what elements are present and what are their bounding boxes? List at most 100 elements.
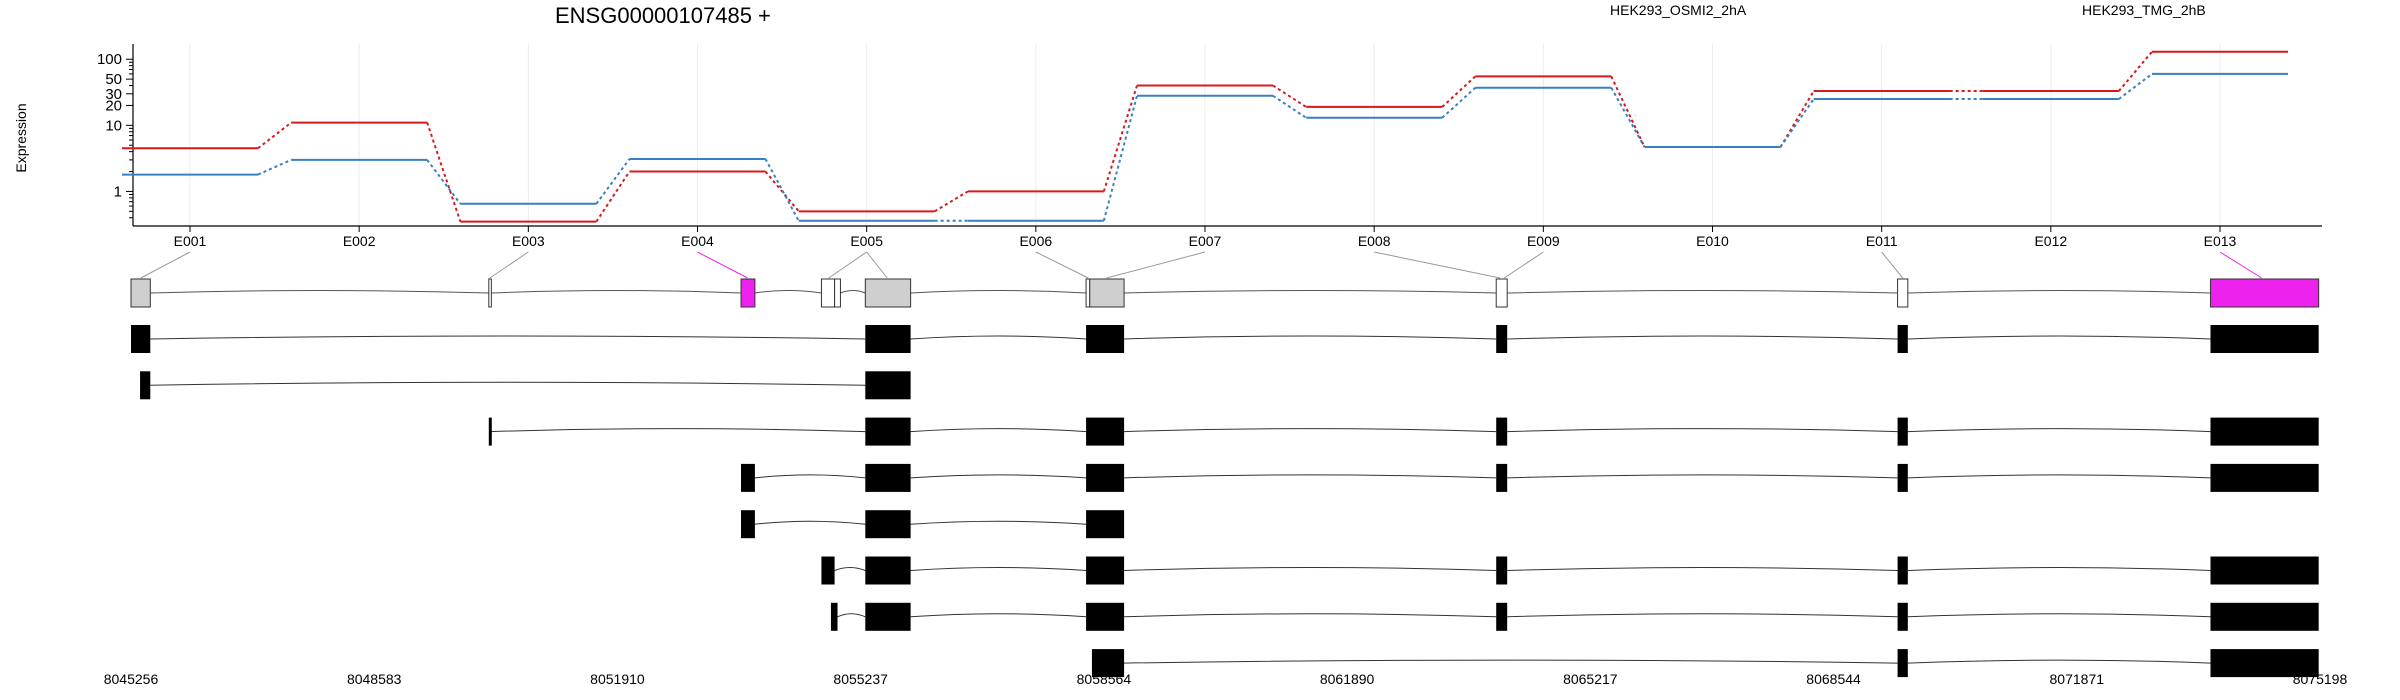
legend-tmg: HEK293_TMG_2hB: [2082, 2, 2206, 18]
transcript-row: [830, 602, 2319, 631]
gene-model-intron: [1124, 290, 1497, 294]
exon-label: E007: [1189, 233, 1222, 249]
series-transition: [257, 121, 292, 150]
series-HEK293_TMG_2hB: [122, 72, 2288, 222]
series-transition: [1441, 75, 1477, 108]
series-transition: [1102, 85, 1138, 192]
gene-model-exon: [1897, 278, 1909, 308]
transcript-intron: [1507, 474, 1898, 479]
transcript-intron: [754, 474, 866, 479]
transcript-exon: [741, 463, 755, 492]
transcript-exon: [1086, 510, 1125, 539]
exon-label: E012: [2034, 233, 2067, 249]
exon-connector: [697, 251, 748, 279]
transcript-exon: [1496, 556, 1508, 585]
series-transition: [2118, 51, 2153, 92]
transcript-intron: [1907, 613, 2211, 618]
gene-model-exon: [834, 278, 841, 308]
transcript-exon: [2210, 325, 2319, 353]
genomic-coordinate-label: 8051910: [590, 671, 645, 687]
transcript-intron: [1907, 659, 2211, 664]
series-transition: [595, 158, 631, 205]
transcript-intron: [1507, 567, 1898, 571]
gene-model-exon: [130, 278, 151, 308]
highlighted-exon-block: [740, 278, 756, 308]
transcript-exon: [1897, 417, 1908, 446]
transcript-exon: [131, 325, 151, 353]
exon-connector: [1106, 251, 1206, 279]
exon-connector: [866, 251, 888, 279]
series-transition: [934, 190, 969, 213]
transcript-row: [821, 556, 2319, 585]
exon-label: E009: [1527, 233, 1560, 249]
series-transition: [426, 122, 462, 222]
series-transition: [1779, 90, 1815, 148]
series-transition: [257, 158, 292, 176]
transcript-exon: [865, 556, 911, 585]
chart-title: ENSG00000107485 +: [555, 3, 771, 28]
gene-model-intron: [491, 290, 742, 294]
series-transition: [426, 159, 462, 205]
gene-model-intron: [910, 290, 1087, 294]
transcript-row: [140, 371, 911, 400]
y-tick-label: 1: [114, 183, 122, 200]
transcript-intron: [1507, 335, 1898, 340]
transcript-exon: [1086, 325, 1125, 353]
y-axis-label: Expression: [13, 103, 29, 172]
transcript-intron: [1124, 474, 1497, 479]
transcript-intron: [150, 381, 866, 386]
transcript-exon: [830, 602, 838, 631]
genomic-coordinate-label: 8048583: [347, 671, 402, 687]
y-tick-label: 50: [105, 71, 122, 88]
exon-label: E010: [1696, 233, 1729, 249]
transcript-intron: [910, 474, 1087, 479]
exon-label: E001: [174, 233, 207, 249]
exon-connector: [1374, 251, 1500, 279]
series-transition: [1779, 98, 1815, 148]
transcript-intron: [1907, 474, 2211, 479]
transcript-intron: [1907, 428, 2211, 433]
transcript-exon: [865, 602, 911, 631]
transcript-intron: [1124, 428, 1497, 433]
series-transition: [1272, 94, 1307, 119]
transcript-intron: [1907, 567, 2211, 571]
gene-model-intron: [1907, 290, 2211, 294]
transcript-intron: [910, 613, 1087, 618]
y-tick-label: 10: [105, 117, 122, 134]
transcript-exon: [1496, 325, 1508, 353]
transcript-exon: [1496, 602, 1508, 631]
transcript-intron: [910, 567, 1087, 571]
series-transition: [1610, 87, 1646, 148]
transcript-intron: [1124, 335, 1497, 340]
genomic-coordinate-label: 8045256: [104, 671, 159, 687]
transcript-intron: [837, 613, 866, 618]
transcript-exon: [1086, 602, 1125, 631]
transcript-intron: [490, 428, 866, 433]
gene-model-exon: [1495, 278, 1508, 308]
transcript-exon: [865, 417, 911, 446]
genomic-coordinate-label: 8058564: [1077, 671, 1132, 687]
exon-connector: [1503, 251, 1544, 279]
transcript-exon: [1897, 649, 1908, 678]
series-transition: [1610, 75, 1646, 148]
exon-label: E006: [1019, 233, 1052, 249]
exon-connector: [1035, 251, 1089, 279]
transcript-exon: [1086, 556, 1125, 585]
transcript-exon: [1897, 463, 1908, 492]
gene-model-intron: [840, 290, 866, 294]
y-tick-label: 100: [97, 51, 122, 68]
transcript-exon: [2210, 602, 2319, 631]
transcript-exon: [1897, 556, 1908, 585]
exon-connector: [140, 251, 191, 279]
y-tick-label: 30: [105, 86, 122, 103]
transcript-exon: [1086, 417, 1125, 446]
gene-model-intron: [150, 290, 489, 294]
gene-model-exon: [1089, 278, 1125, 308]
legend-osmi2: HEK293_OSMI2_2hA: [1610, 2, 1747, 18]
exon-connector: [2219, 251, 2262, 279]
transcript-intron: [1124, 567, 1497, 571]
exon-label: E013: [2204, 233, 2237, 249]
transcript-exon: [1897, 602, 1908, 631]
transcript-exon: [2210, 649, 2319, 678]
